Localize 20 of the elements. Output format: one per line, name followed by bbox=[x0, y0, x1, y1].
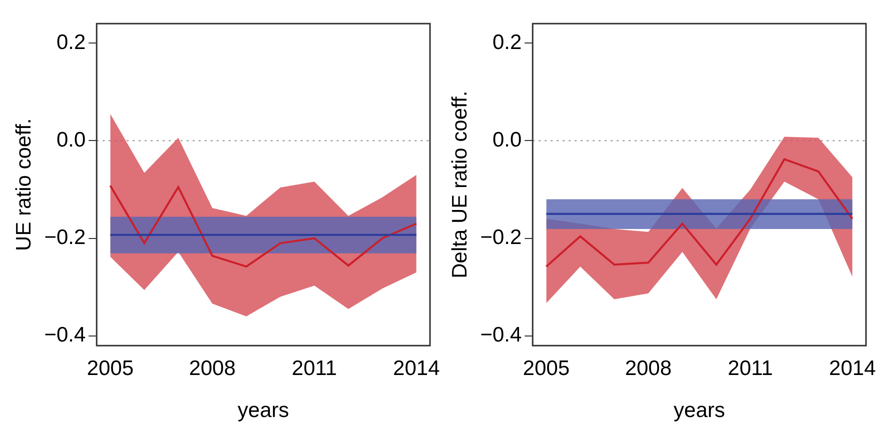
y-tick-label: −0.2 bbox=[44, 226, 86, 250]
y-tick-label: −0.4 bbox=[480, 324, 522, 347]
y-tick-label: −0.2 bbox=[480, 226, 522, 250]
y-tick-label: 0.2 bbox=[56, 30, 86, 54]
y-tick-label: 0.0 bbox=[56, 128, 86, 152]
x-tick-label: 2008 bbox=[624, 356, 672, 380]
x-tick-label: 2005 bbox=[522, 356, 570, 380]
y-tick-label: 0.0 bbox=[492, 128, 522, 152]
y-axis-title: UE ratio coeff. bbox=[12, 118, 36, 251]
x-tick-label: 2014 bbox=[829, 356, 876, 380]
x-tick-label: 2011 bbox=[292, 356, 337, 380]
x-tick-label: 2014 bbox=[393, 356, 440, 380]
x-tick-label: 2011 bbox=[728, 356, 773, 380]
x-tick-label: 2008 bbox=[188, 356, 236, 380]
x-tick-label: 2005 bbox=[86, 356, 134, 380]
y-tick-label: 0.2 bbox=[492, 30, 522, 54]
x-axis-title: years bbox=[674, 399, 726, 422]
x-axis-title: years bbox=[238, 399, 290, 422]
y-tick-label: −0.4 bbox=[44, 324, 86, 347]
y-axis-title: Delta UE ratio coeff. bbox=[448, 90, 472, 278]
